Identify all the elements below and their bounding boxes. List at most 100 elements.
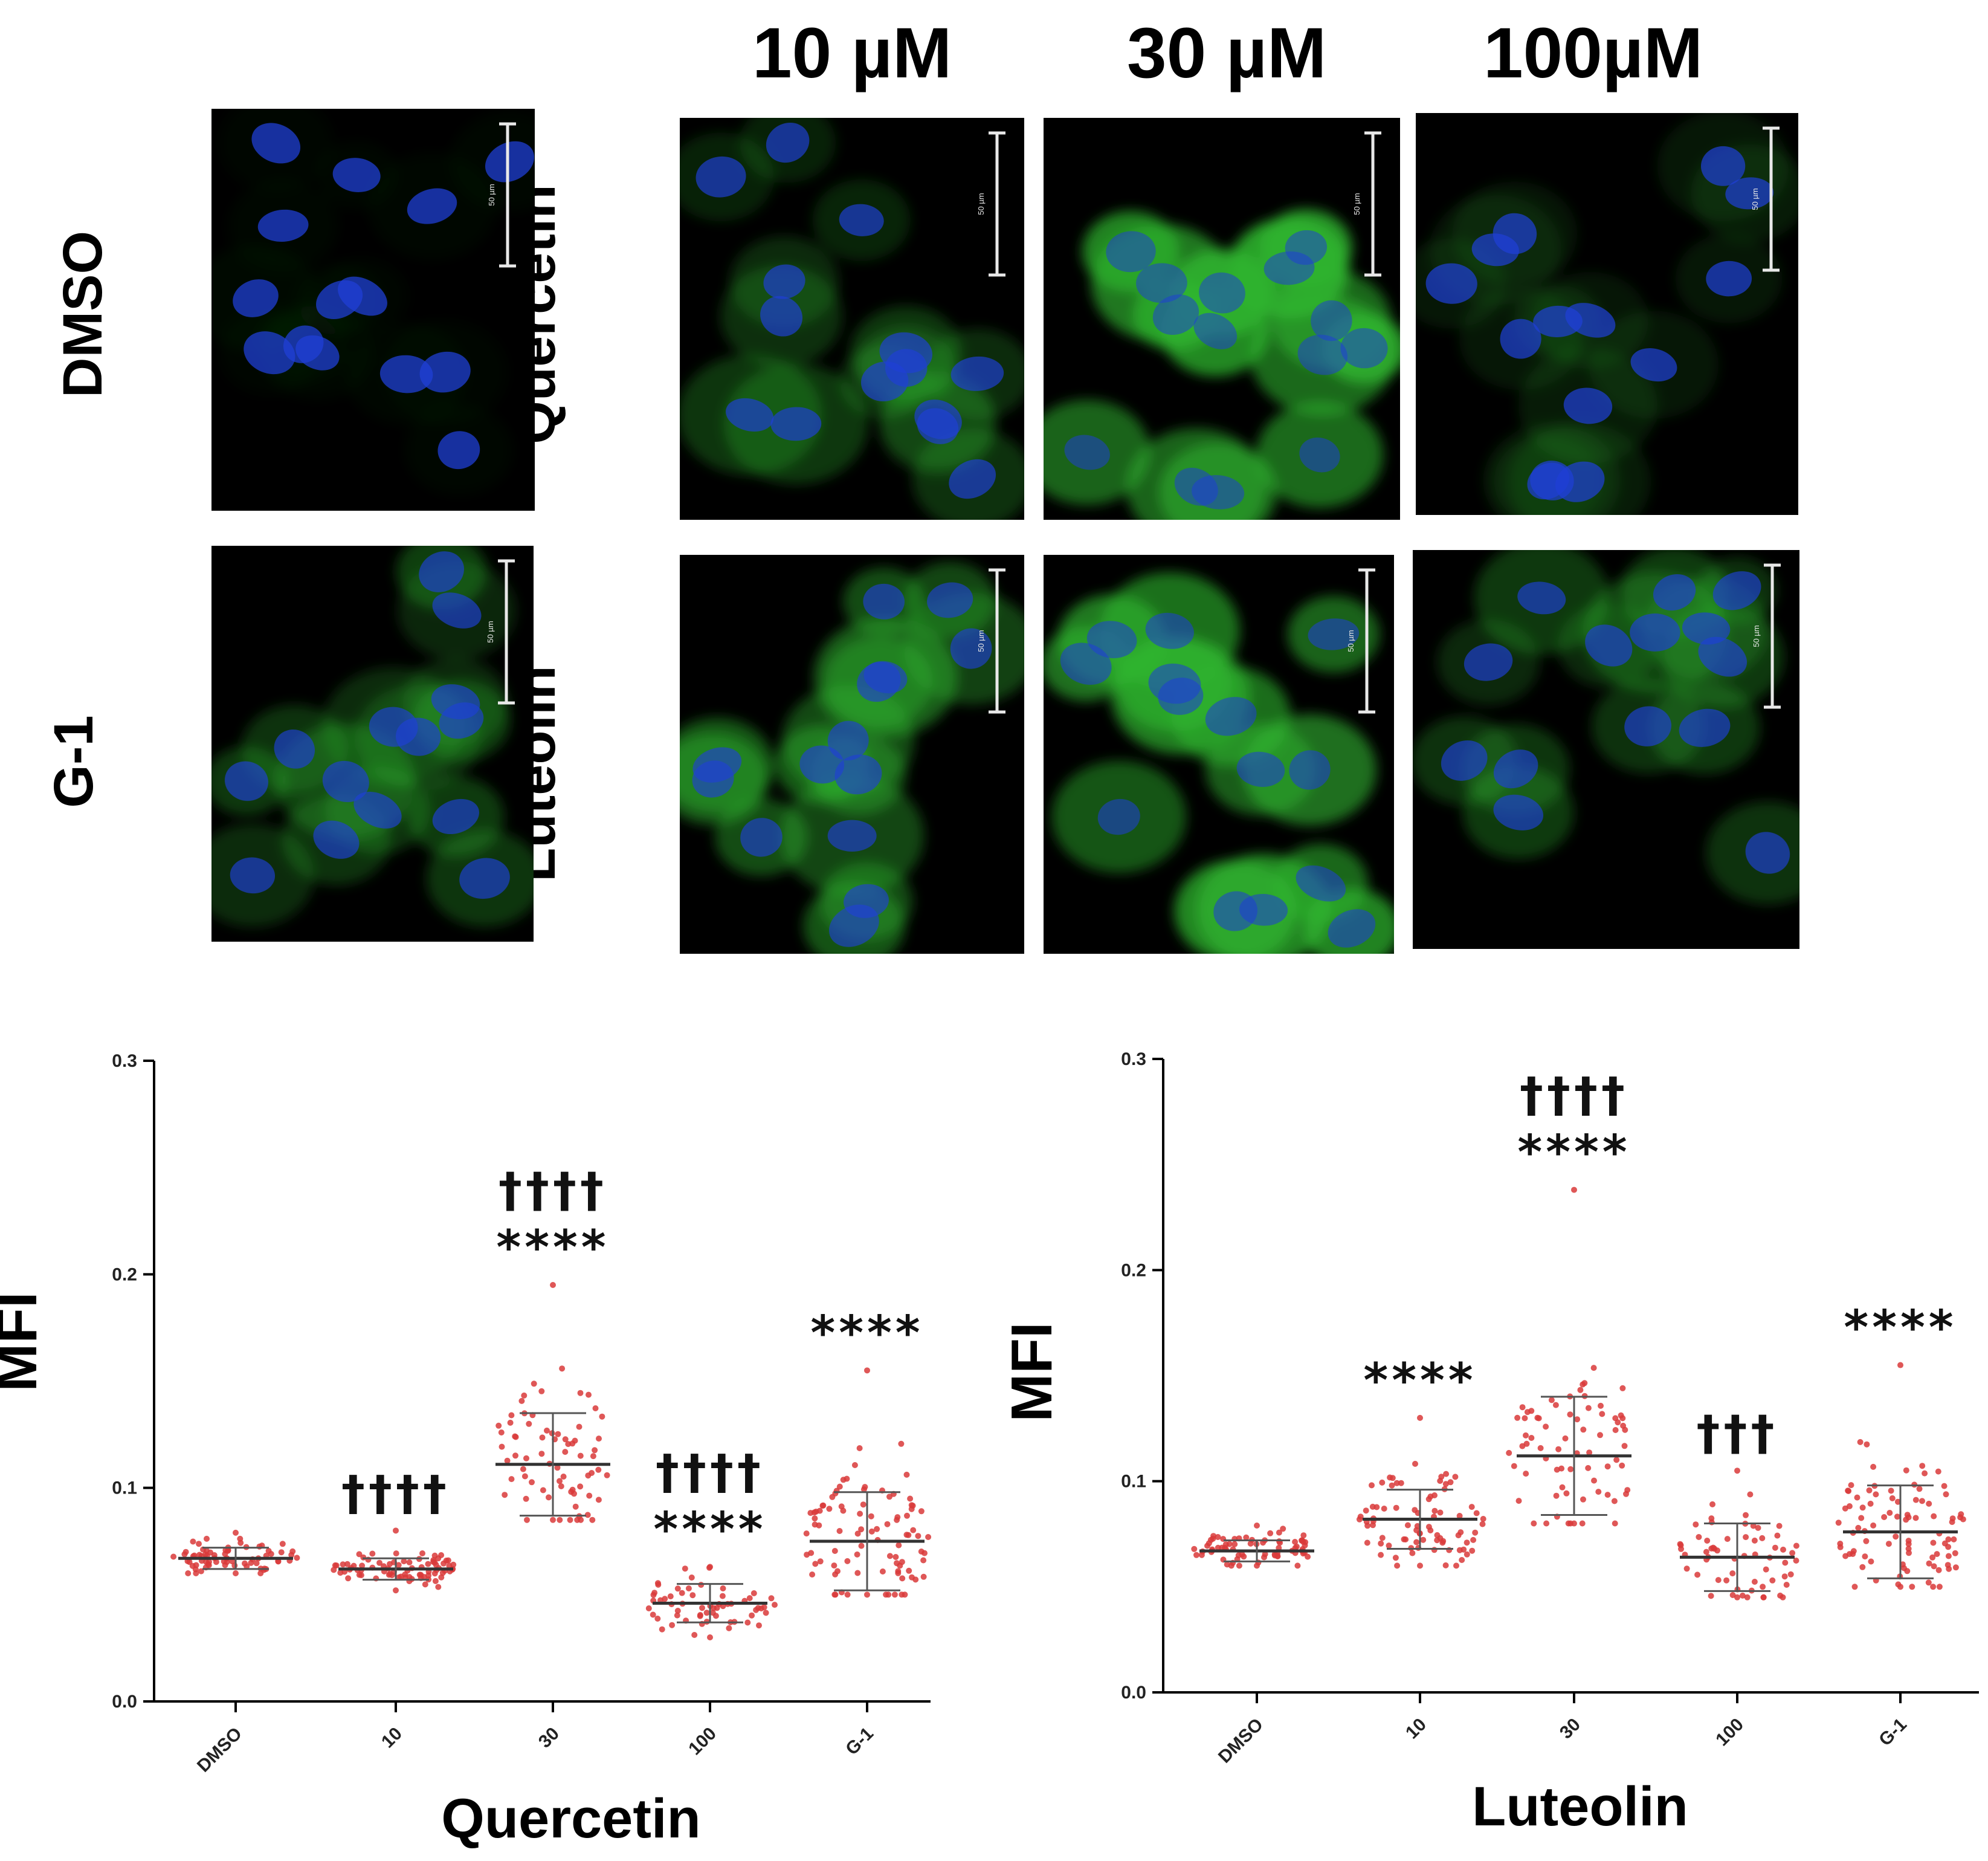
data-point	[1837, 1544, 1844, 1550]
data-point	[1793, 1542, 1799, 1549]
data-point	[359, 1562, 366, 1569]
data-point	[1294, 1562, 1301, 1569]
y-tick-label: 0.3	[1121, 1049, 1146, 1069]
significance-annotation: ****	[1363, 1354, 1476, 1408]
significance-annotation: ****	[496, 1221, 609, 1275]
data-point	[406, 1559, 413, 1565]
data-point	[1597, 1432, 1603, 1439]
data-point	[688, 1575, 695, 1581]
data-point	[1574, 1416, 1581, 1423]
data-point	[1903, 1467, 1909, 1474]
data-point	[1537, 1445, 1544, 1451]
data-point	[1386, 1542, 1392, 1549]
scale-bar-label: 50 µm	[1752, 625, 1761, 647]
data-point	[920, 1573, 927, 1580]
data-point	[651, 1590, 658, 1596]
data-point	[572, 1437, 578, 1444]
data-point	[1370, 1522, 1376, 1529]
data-point	[1604, 1492, 1611, 1498]
data-point	[910, 1527, 917, 1533]
data-point	[1863, 1538, 1870, 1544]
micrograph-image: 50 µm	[211, 546, 534, 927]
data-point	[864, 1367, 870, 1374]
data-point	[885, 1591, 892, 1598]
micrograph-quercetin-100: 50 µm	[1416, 113, 1798, 515]
conc-label-30: 30 µM	[1127, 13, 1327, 93]
data-point	[204, 1535, 210, 1542]
data-point	[819, 1503, 826, 1509]
data-point	[896, 1542, 902, 1549]
data-point	[1909, 1584, 1915, 1590]
y-tick-label: 0.0	[112, 1692, 137, 1712]
data-point	[1782, 1559, 1789, 1566]
data-point	[1453, 1562, 1459, 1569]
data-point	[435, 1584, 442, 1590]
data-point	[1957, 1514, 1964, 1521]
data-point	[894, 1516, 900, 1523]
data-point	[1888, 1487, 1894, 1494]
data-point	[669, 1622, 676, 1628]
data-point	[257, 1570, 264, 1576]
data-point	[844, 1591, 851, 1598]
data-point	[337, 1570, 344, 1576]
data-point	[1437, 1478, 1444, 1484]
data-point	[1460, 1546, 1467, 1553]
data-point	[719, 1593, 726, 1599]
data-point	[1612, 1427, 1619, 1433]
data-point	[857, 1510, 863, 1517]
data-point	[504, 1457, 511, 1464]
data-point	[1300, 1532, 1307, 1539]
data-point	[294, 1555, 300, 1561]
data-point	[1780, 1546, 1786, 1553]
data-point	[1851, 1584, 1858, 1590]
x-axis-title: Quercetin	[441, 1788, 700, 1850]
y-tick-label: 0.1	[1121, 1472, 1146, 1492]
data-point	[1459, 1557, 1465, 1563]
data-point	[604, 1472, 610, 1478]
data-point	[674, 1585, 681, 1592]
data-point	[1755, 1524, 1761, 1531]
data-point	[1941, 1483, 1948, 1489]
data-point	[1919, 1463, 1926, 1469]
data-point	[1473, 1510, 1480, 1516]
data-point	[1373, 1504, 1380, 1510]
data-point	[1559, 1484, 1566, 1490]
data-point	[1254, 1562, 1260, 1569]
data-point	[1577, 1387, 1584, 1393]
data-point	[860, 1501, 867, 1508]
data-point	[1696, 1534, 1702, 1540]
data-point	[586, 1391, 592, 1398]
data-point	[1280, 1526, 1286, 1532]
data-point	[524, 1516, 530, 1523]
data-point	[595, 1497, 602, 1503]
data-point	[1236, 1562, 1242, 1569]
data-point	[445, 1557, 451, 1564]
data-point	[196, 1541, 202, 1547]
data-point	[523, 1495, 529, 1502]
data-point	[808, 1550, 815, 1556]
data-point	[1417, 1414, 1423, 1421]
data-point	[746, 1595, 753, 1602]
data-point	[1455, 1532, 1462, 1539]
data-point	[419, 1550, 425, 1556]
data-point	[907, 1495, 914, 1502]
data-point	[707, 1634, 713, 1640]
data-point	[557, 1478, 563, 1484]
data-point	[1553, 1492, 1560, 1499]
data-point	[422, 1581, 428, 1588]
data-point	[858, 1526, 865, 1533]
data-point	[1945, 1536, 1952, 1542]
micrograph-image: 50 µm	[680, 118, 1024, 520]
data-point	[899, 1575, 906, 1582]
scale-bar-label: 50 µm	[487, 184, 496, 206]
data-point	[1381, 1506, 1387, 1512]
data-point	[1599, 1411, 1606, 1417]
micrograph-luteolin-100: 50 µm	[1413, 550, 1799, 949]
data-point	[749, 1612, 755, 1619]
data-point	[1855, 1524, 1862, 1531]
data-point	[1379, 1479, 1386, 1486]
data-point	[909, 1574, 915, 1581]
data-point	[1431, 1507, 1438, 1514]
data-point	[654, 1580, 661, 1587]
data-point	[1678, 1545, 1684, 1552]
